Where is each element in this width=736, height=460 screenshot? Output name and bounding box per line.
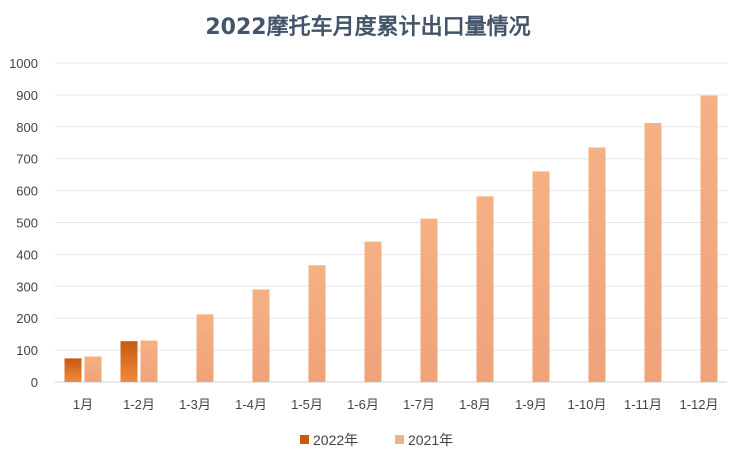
legend: 2022年 2021年 <box>300 432 453 448</box>
y-tick-label: 100 <box>16 343 38 358</box>
legend-label: 2021年 <box>408 432 453 448</box>
x-tick-label: 1-5月 <box>291 397 323 412</box>
x-tick-label: 1月 <box>73 397 93 412</box>
legend-swatch <box>300 435 309 444</box>
y-axis-ticks: 0 100 200 300 400 500 600 700 800 900 1000 <box>9 56 38 390</box>
x-tick-label: 1-11月 <box>624 397 662 412</box>
bar-2021年-1月 <box>84 356 102 382</box>
bar-2022年-1月 <box>64 358 82 382</box>
gridlines <box>55 62 727 383</box>
y-tick-label: 400 <box>16 247 38 262</box>
legend-swatch <box>395 435 404 444</box>
y-tick-label: 200 <box>16 311 38 326</box>
y-tick-label: 300 <box>16 279 38 294</box>
bar-2021年-1-3月 <box>196 314 214 382</box>
x-tick-label: 1-3月 <box>179 397 211 412</box>
x-tick-label: 1-8月 <box>459 397 491 412</box>
y-tick-label: 500 <box>16 216 38 231</box>
bar-2021年-1-10月 <box>588 147 606 382</box>
y-tick-label: 1000 <box>9 56 38 71</box>
x-tick-label: 1-2月 <box>123 397 155 412</box>
bar-2022年-1-2月 <box>120 341 138 382</box>
bar-2021年-1-9月 <box>532 171 550 382</box>
x-tick-label: 1-9月 <box>515 397 547 412</box>
y-tick-label: 0 <box>31 375 38 390</box>
x-tick-label: 1-10月 <box>567 397 606 412</box>
bar-2021年-1-6月 <box>364 241 382 382</box>
bars <box>64 95 718 383</box>
chart-title: 2022摩托车月度累计出口量情况 <box>205 14 530 40</box>
y-tick-label: 600 <box>16 184 38 199</box>
x-tick-label: 1-7月 <box>403 397 435 412</box>
y-tick-label: 800 <box>16 120 38 135</box>
x-axis-ticks: 1月 1-2月 1-3月 1-4月 1-5月 1-6月 1-7月 1-8月 1-9月 1-10月 1… <box>73 397 719 412</box>
bar-2021年-1-11月 <box>644 122 662 383</box>
legend-label: 2022年 <box>313 432 358 448</box>
y-tick-label: 900 <box>16 88 38 103</box>
y-tick-label: 700 <box>16 152 38 167</box>
bar-2021年-1-8月 <box>476 196 494 382</box>
x-tick-label: 1-12月 <box>679 397 718 412</box>
bar-2021年-1-2月 <box>140 340 158 382</box>
bar-2021年-1-7月 <box>420 218 438 382</box>
x-tick-label: 1-4月 <box>235 397 267 412</box>
bar-2021年-1-12月 <box>700 95 718 383</box>
x-tick-label: 1-6月 <box>347 397 379 412</box>
bar-2021年-1-4月 <box>252 289 270 382</box>
bar-2021年-1-5月 <box>308 265 326 382</box>
